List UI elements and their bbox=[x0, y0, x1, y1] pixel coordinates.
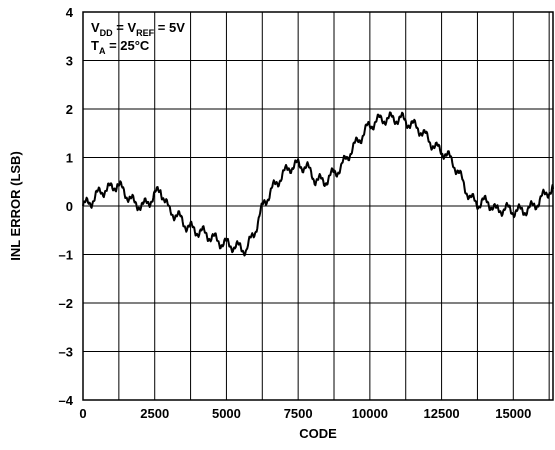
x-tick-label: 7500 bbox=[284, 406, 313, 421]
annotation-temperature-line: TA = 25°C bbox=[91, 38, 150, 56]
x-tick-label: 0 bbox=[79, 406, 86, 421]
x-tick-label: 12500 bbox=[424, 406, 460, 421]
y-tick-label: –1 bbox=[59, 248, 73, 263]
y-tick-label: –4 bbox=[59, 393, 74, 408]
x-tick-labels: 0 2500 5000 7500 10000 12500 15000 bbox=[79, 406, 531, 421]
x-axis-label: CODE bbox=[299, 426, 337, 441]
y-axis-label: INL ERROR (LSB) bbox=[8, 151, 23, 261]
inl-error-series-line bbox=[82, 111, 554, 257]
annotation-supply-line: VDD = VREF = 5V bbox=[91, 20, 185, 38]
conditions-annotation: VDD = VREF = 5V TA = 25°C bbox=[91, 20, 185, 56]
x-tick-label: 2500 bbox=[140, 406, 169, 421]
y-tick-label: 3 bbox=[66, 54, 73, 69]
grid bbox=[83, 12, 553, 400]
x-tick-label: 15000 bbox=[495, 406, 531, 421]
y-tick-label: 0 bbox=[66, 199, 73, 214]
x-tick-label: 10000 bbox=[352, 406, 388, 421]
y-tick-label: –3 bbox=[59, 345, 73, 360]
series-layer bbox=[82, 111, 554, 257]
y-tick-label: 2 bbox=[66, 102, 73, 117]
y-tick-label: 1 bbox=[66, 151, 73, 166]
y-tick-label: –2 bbox=[59, 296, 73, 311]
y-tick-labels: –4 –3 –2 –1 0 1 2 3 4 bbox=[59, 5, 74, 408]
y-tick-label: 4 bbox=[66, 5, 74, 20]
x-tick-label: 5000 bbox=[212, 406, 241, 421]
